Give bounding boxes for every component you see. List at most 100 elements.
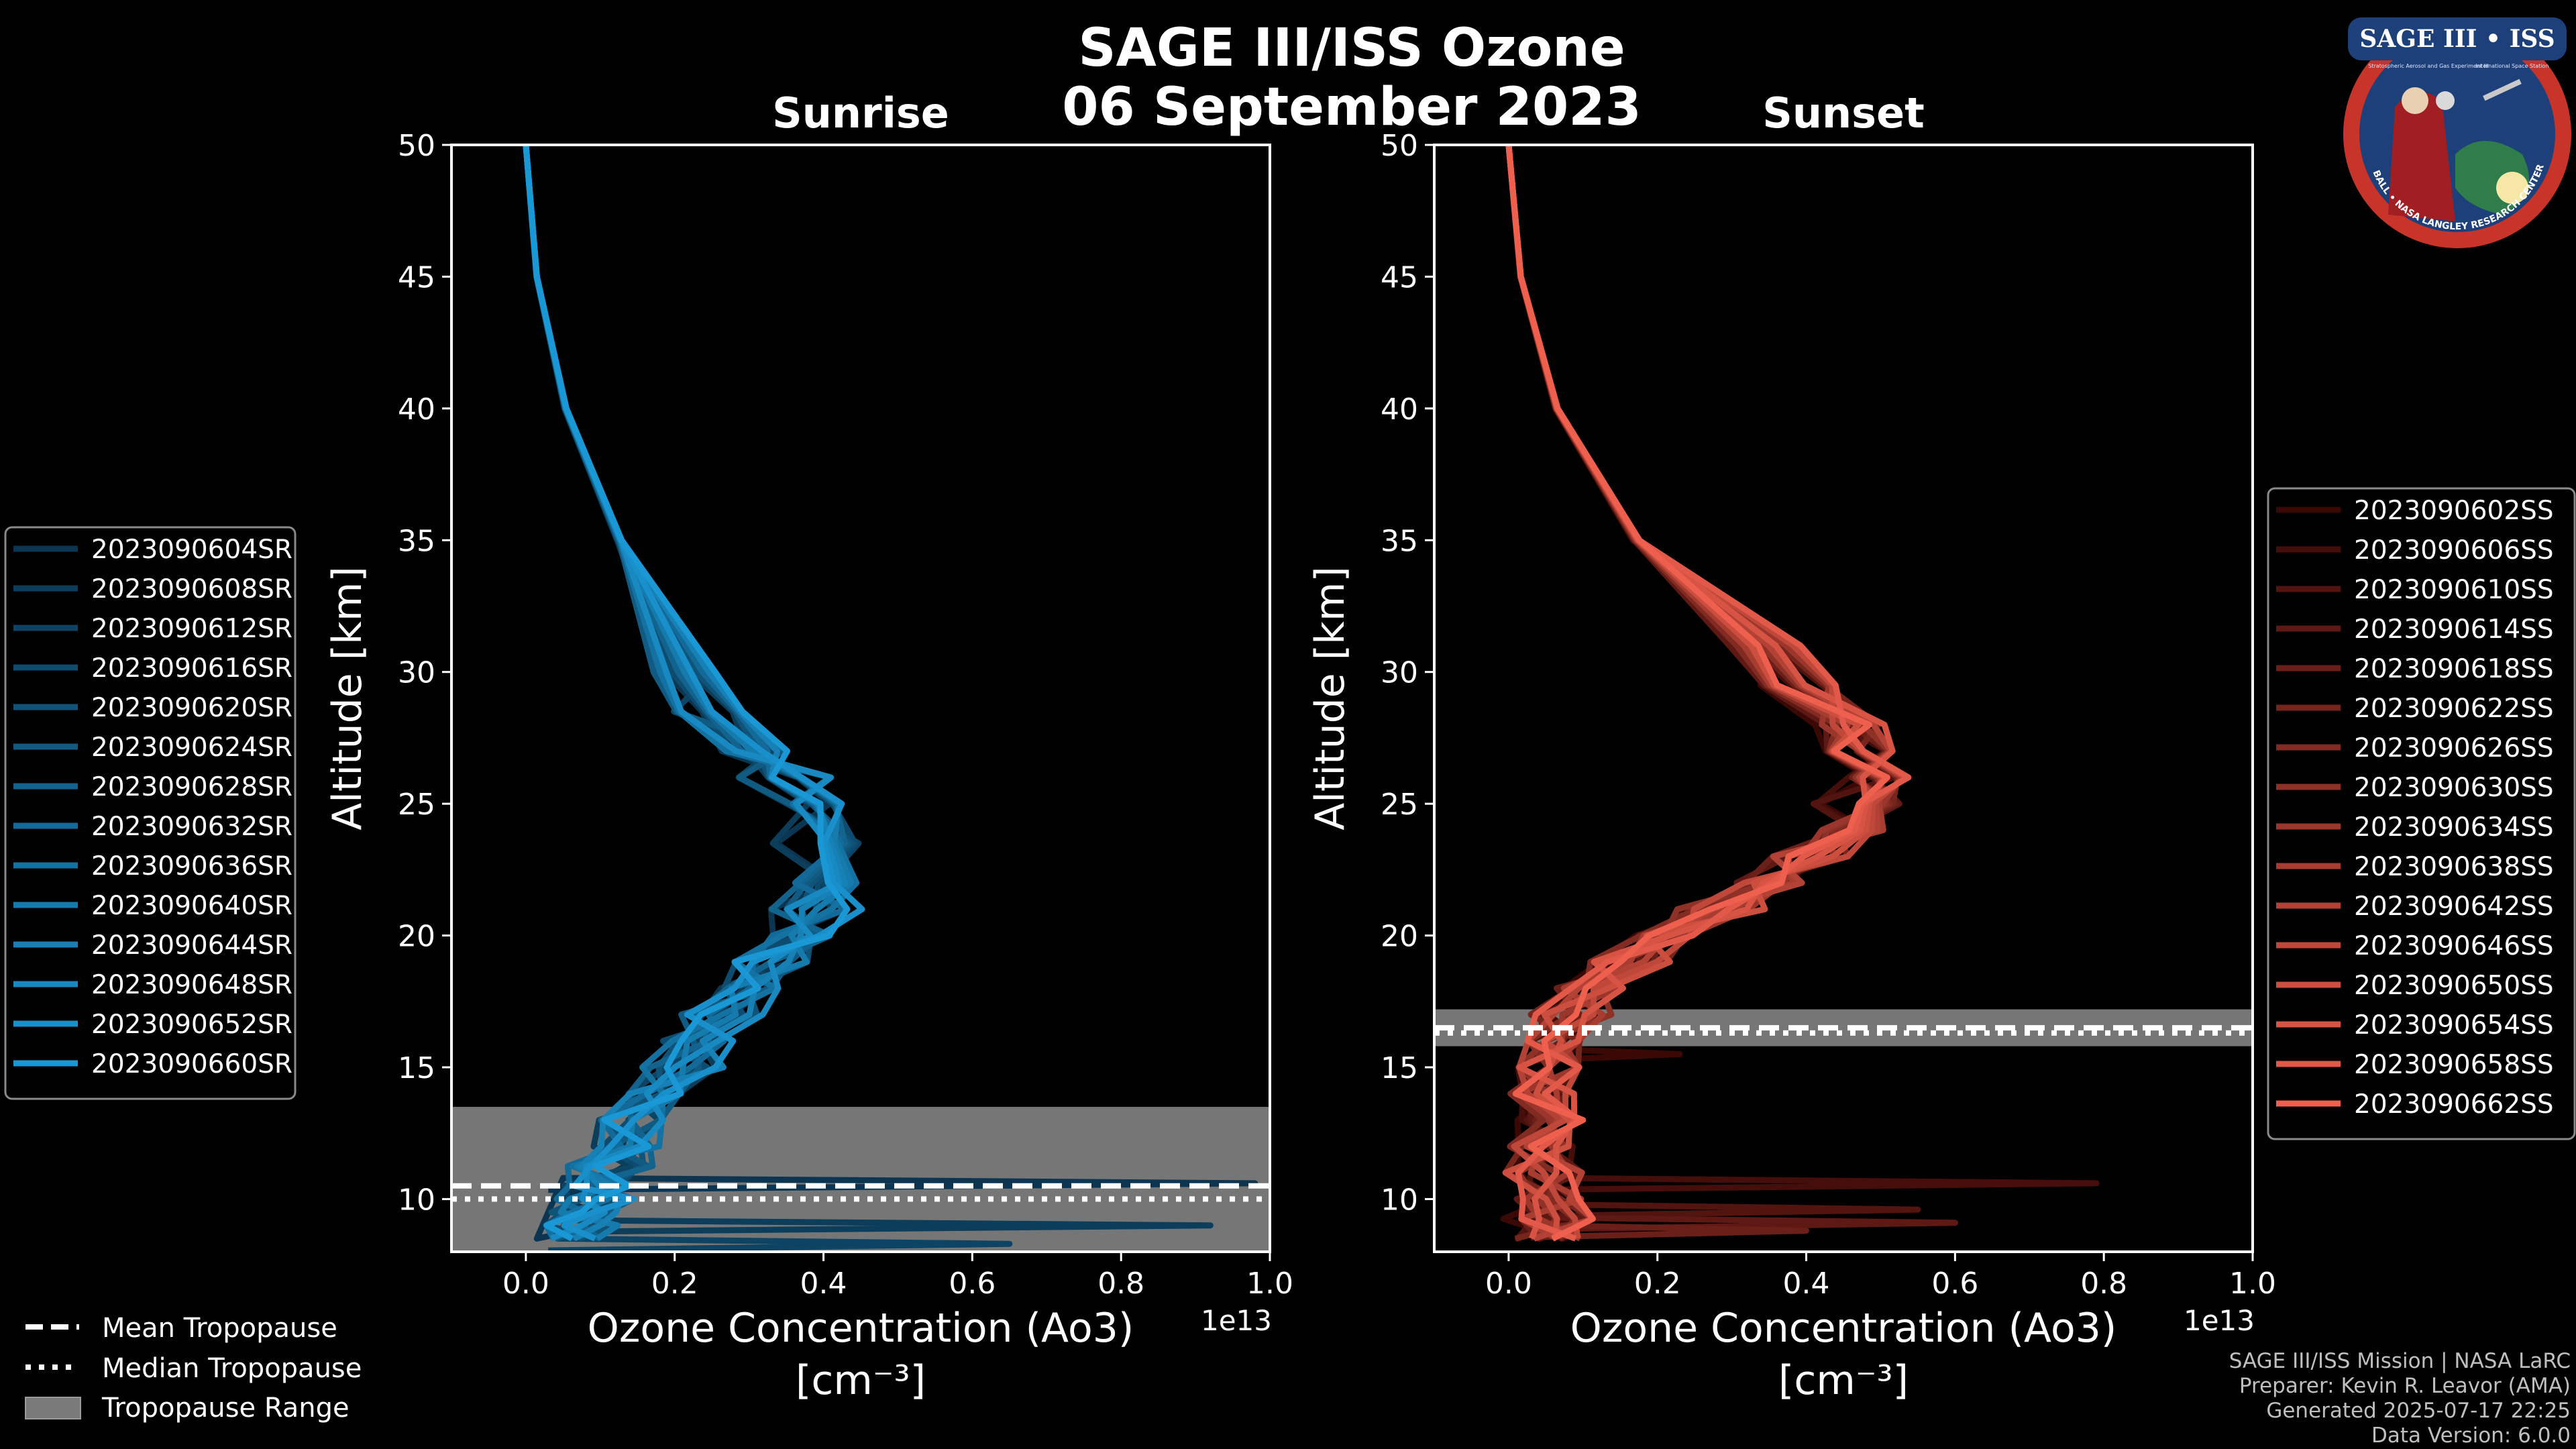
profile-2023090650SS: [1502, 145, 1887, 1239]
y-tick-label: 50: [1381, 129, 1418, 163]
y-tick-label: 35: [398, 524, 435, 558]
x-tick-label: 0.2: [651, 1267, 698, 1301]
legend-entry: 2023090624SR: [91, 733, 292, 763]
legend-entry: 2023090610SS: [2354, 575, 2554, 605]
chart-title-line2: 06 September 2023: [1062, 77, 1642, 138]
y-tick-label: 30: [1381, 656, 1418, 690]
median-tropopause-label: Median Tropopause: [102, 1353, 362, 1384]
y-tick-label: 10: [398, 1183, 435, 1217]
y-tick-label: 40: [1381, 392, 1418, 427]
x-axis-label: Ozone Concentration (Ao3): [1570, 1305, 2117, 1352]
sunrise-panel: 0.0 0.2 0.4 0.6 0.8 1.0 10 15 20 25 30 35 40 45 50 Sunr…: [324, 89, 1293, 1404]
legend-entry: 2023090648SR: [91, 970, 292, 1000]
panel-title: Sunrise: [772, 89, 949, 138]
footer-credits: SAGE III/ISS Mission | NASA LaRC Prepare…: [2229, 1349, 2571, 1448]
legend-entry: 2023090612SR: [91, 614, 292, 644]
x-axis-label: Ozone Concentration (Ao3): [588, 1305, 1134, 1352]
profile-2023090654SS: [1505, 145, 1896, 1240]
legend-entry: 2023090614SS: [2354, 614, 2554, 645]
legend-entry: 2023090616SR: [91, 653, 292, 684]
profile-2023090658SS: [1505, 145, 1912, 1242]
x-axis-units: [cm⁻³]: [796, 1357, 926, 1404]
logo-sub-right: International Space Station: [2476, 63, 2549, 69]
logo-figure-head: [2402, 87, 2428, 114]
y-tick-label: 30: [398, 656, 435, 690]
chart-title-line1: SAGE III/ISS Ozone: [1078, 18, 1625, 78]
y-tick-label: 20: [398, 920, 435, 954]
x-tick-label: 0.0: [1485, 1267, 1532, 1301]
x-tick-label: 1.0: [2229, 1267, 2276, 1301]
x-tick-label: 1.0: [1246, 1267, 1293, 1301]
legend-entry: 2023090662SS: [2354, 1089, 2554, 1120]
x-tick-label: 0.8: [1097, 1267, 1144, 1301]
logo-top-band: [2348, 17, 2567, 60]
profile-2023090662SS: [1505, 145, 1890, 1242]
tropopause-range-swatch: [25, 1397, 81, 1419]
x-tick-label: 0.0: [502, 1267, 549, 1301]
legend-entry: 2023090620SR: [91, 693, 292, 723]
legend-entry: 2023090626SS: [2354, 733, 2554, 763]
x-offset-label: 1e13: [1201, 1304, 1272, 1337]
legend-entry: 2023090658SS: [2354, 1050, 2554, 1080]
footer-data-version: Data Version: 6.0.0: [2371, 1424, 2571, 1448]
x-tick-label: 0.4: [800, 1267, 847, 1301]
legend-entry: 2023090602SS: [2354, 496, 2554, 526]
profile-2023090648SR: [523, 145, 843, 1242]
tropopause-range-label: Tropopause Range: [101, 1393, 350, 1424]
y-tick-label: 25: [1381, 788, 1418, 822]
sunrise-legend: 2023090604SR 2023090608SR 2023090612SR 2023…: [4, 526, 297, 1100]
legend-entry: 2023090606SS: [2354, 535, 2554, 566]
legend-entry: 2023090622SS: [2354, 694, 2554, 724]
legend-entry: 2023090634SS: [2354, 812, 2554, 843]
x-tick-label: 0.6: [949, 1267, 996, 1301]
x-axis-units: [cm⁻³]: [1778, 1357, 1909, 1404]
legend-entry: 2023090604SR: [91, 535, 292, 565]
x-tick-label: 0.4: [1783, 1267, 1830, 1301]
legend-box: [2267, 487, 2576, 1140]
x-offset-label: 1e13: [2184, 1304, 2255, 1337]
profile-lines: [523, 145, 1258, 1252]
mean-tropopause-label: Mean Tropopause: [102, 1313, 337, 1344]
logo-sub-left: Stratospheric Aerosol and Gas Experiment…: [2368, 63, 2488, 69]
plot-frame: [450, 144, 1271, 1253]
legend-entry: 2023090644SR: [91, 930, 292, 961]
legend-entry: 2023090638SS: [2354, 852, 2554, 882]
tropopause-legend: Mean Tropopause Median Tropopause Tropop…: [25, 1313, 362, 1424]
y-tick-label: 40: [398, 392, 435, 427]
y-tick-label: 15: [1381, 1051, 1418, 1085]
sunset-panel: 0.0 0.2 0.4 0.6 0.8 1.0 10 15 20 25 30 35 40 45 50 Suns…: [1307, 89, 2276, 1404]
footer-mission: SAGE III/ISS Mission | NASA LaRC: [2229, 1349, 2571, 1373]
x-tick-label: 0.2: [1634, 1267, 1681, 1301]
legend-entry: 2023090632SR: [91, 812, 292, 842]
legend-entry: 2023090636SR: [91, 851, 292, 881]
legend-entry: 2023090654SS: [2354, 1010, 2554, 1040]
profile-2023090640SR: [523, 145, 854, 1242]
legend-entry: 2023090628SR: [91, 772, 292, 802]
plot-frame: [1433, 144, 2254, 1253]
y-tick-label: 45: [398, 260, 435, 294]
legend-entry: 2023090640SR: [91, 891, 292, 921]
logo-figure-robe: [2388, 92, 2455, 221]
y-tick-label: 50: [398, 129, 435, 163]
legend-entry: 2023090650SS: [2354, 971, 2554, 1001]
logo-title: SAGE III • ISS: [2359, 25, 2555, 53]
y-tick-label: 10: [1381, 1183, 1418, 1217]
profile-2023090652SR: [523, 145, 865, 1242]
logo-moon: [2436, 91, 2455, 110]
y-tick-label: 20: [1381, 920, 1418, 954]
y-axis-label: Altitude [km]: [1307, 566, 1354, 830]
legend-entry: 2023090660SR: [91, 1049, 292, 1079]
profile-2023090660SR: [523, 145, 851, 1242]
logo-iss: [2483, 78, 2522, 101]
y-tick-label: 15: [398, 1051, 435, 1085]
profile-2023090644SR: [523, 145, 849, 1242]
x-tick-label: 0.8: [2080, 1267, 2127, 1301]
y-tick-label: 35: [1381, 524, 1418, 558]
legend-entry: 2023090618SS: [2354, 654, 2554, 684]
y-tick-label: 25: [398, 788, 435, 822]
profile-2023090646SS: [1505, 145, 1909, 1240]
legend-entry: 2023090646SS: [2354, 931, 2554, 961]
sunset-legend: 2023090602SS 2023090606SS 2023090610SS 2023…: [2267, 487, 2576, 1140]
